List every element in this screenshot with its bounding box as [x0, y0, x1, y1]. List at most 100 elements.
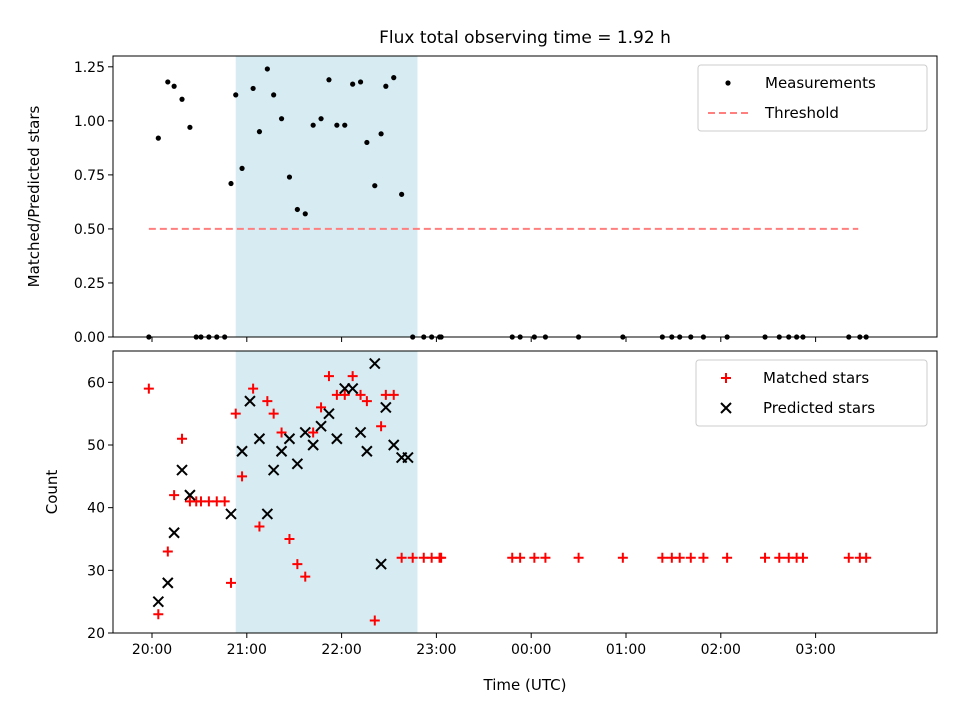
y-axis-label: Matched/Predicted stars — [25, 106, 43, 288]
x-tick-label: 23:00 — [416, 642, 456, 658]
matched-star-point — [230, 408, 241, 419]
measurement-point — [271, 92, 277, 98]
y-tick-label: 50 — [87, 438, 105, 454]
matched-star-point — [143, 383, 154, 394]
matched-star-point — [153, 609, 164, 620]
measurement-point — [326, 77, 332, 83]
matched-star-point — [339, 389, 350, 400]
y-tick-label: 60 — [87, 375, 105, 391]
x-tick-label: 22:00 — [321, 642, 361, 658]
predicted-star-point — [244, 395, 256, 407]
predicted-star-point — [253, 433, 266, 445]
measurement-point — [187, 124, 193, 130]
observing-span — [235, 56, 418, 337]
matched-star-point — [276, 427, 287, 438]
matched-star-point — [376, 421, 387, 432]
matched-star-point — [540, 552, 551, 563]
measurement-point — [378, 131, 384, 137]
predicted-star-point — [346, 382, 359, 395]
predicted-star-point — [369, 357, 381, 370]
predicted-star-point — [380, 401, 392, 414]
predicted-star-point — [184, 489, 196, 501]
matched-star-point — [361, 396, 372, 407]
matched-star-point — [268, 408, 279, 419]
x-tick-label: 01:00 — [606, 642, 646, 658]
measurement-point — [310, 122, 316, 128]
matched-star-point — [355, 389, 366, 400]
chart-title: Flux total observing time = 1.92 h — [379, 28, 671, 48]
predicted-star-point — [267, 464, 280, 476]
predicted-star-point — [315, 420, 327, 432]
y-tick-label: 0.50 — [74, 222, 105, 238]
matched-star-point — [308, 427, 319, 438]
measurement-point — [350, 81, 356, 87]
y-tick-label: 20 — [87, 626, 105, 642]
matched-star-point — [843, 552, 854, 563]
legend-label: Measurements — [765, 74, 876, 92]
matched-star-point — [292, 559, 303, 570]
matched-star-point — [722, 552, 733, 563]
predicted-star-point — [168, 527, 180, 539]
predicted-star-point — [388, 439, 400, 451]
measurement-point — [239, 165, 245, 171]
matched-star-point — [300, 571, 311, 582]
matched-star-point — [657, 552, 668, 563]
top-panel: 0.00 0.25 0.50 0.75 1.00 1.25 Matched/Predicte… — [25, 55, 938, 346]
predicted-star-point — [225, 508, 237, 520]
observing-span — [235, 351, 418, 633]
predicted-star-point — [176, 464, 188, 476]
matched-star-point — [226, 577, 236, 588]
matched-star-point — [284, 534, 295, 544]
predicted-star-point — [323, 407, 335, 420]
matched-star-point — [369, 615, 380, 626]
matched-star-point — [515, 552, 526, 563]
matched-star-point — [760, 552, 771, 563]
legend-marker-point — [725, 80, 731, 86]
x-tick-label: 20:00 — [132, 642, 172, 658]
predicted-star-point — [307, 439, 319, 451]
measurement-point — [294, 206, 300, 213]
matched-star-point — [169, 490, 180, 501]
measurement-point — [250, 85, 256, 92]
matched-star-point — [347, 371, 358, 382]
measurement-point — [399, 191, 405, 197]
predicted-star-point — [354, 426, 367, 439]
y-tick-label: 0.75 — [74, 168, 105, 184]
measurement-point — [334, 122, 340, 128]
predicted-star-point — [402, 451, 414, 464]
legend-box — [697, 64, 928, 132]
legend-label: Threshold — [764, 104, 839, 122]
measurement-point — [286, 174, 293, 180]
measurement-point — [318, 116, 324, 122]
matched-star-point — [396, 552, 407, 563]
predicted-star-point — [152, 595, 165, 608]
y-tick-label: 30 — [87, 563, 105, 579]
x-axis-label: Time (UTC) — [483, 676, 567, 694]
measurement-point — [228, 180, 234, 187]
predicted-star-point — [283, 433, 296, 445]
matched-star-point — [436, 552, 447, 563]
y-tick-label: 40 — [87, 501, 105, 517]
axes-frame — [112, 55, 938, 338]
measurement-point — [383, 83, 389, 89]
predicted-star-point — [331, 433, 343, 445]
measurement-point — [171, 83, 177, 89]
x-tick-label: 02:00 — [701, 642, 741, 658]
measurement-point — [357, 79, 364, 85]
matched-star-point — [573, 552, 584, 563]
y-tick-label: 1.25 — [74, 60, 105, 76]
measurement-point — [278, 116, 285, 122]
matched-star-point — [698, 552, 709, 563]
measurement-point — [342, 122, 348, 128]
x-tick-label: 21:00 — [227, 642, 267, 658]
measurement-point — [179, 96, 185, 102]
predicted-star-point — [275, 445, 288, 457]
legend: Matched stars Predicted stars — [695, 359, 928, 427]
y-tick-label: 0.25 — [74, 276, 105, 292]
legend-label: Predicted stars — [763, 399, 875, 417]
predicted-star-point — [299, 426, 311, 439]
predicted-star-point — [375, 558, 387, 570]
matched-star-point — [529, 552, 540, 563]
matched-star-point — [674, 552, 685, 563]
